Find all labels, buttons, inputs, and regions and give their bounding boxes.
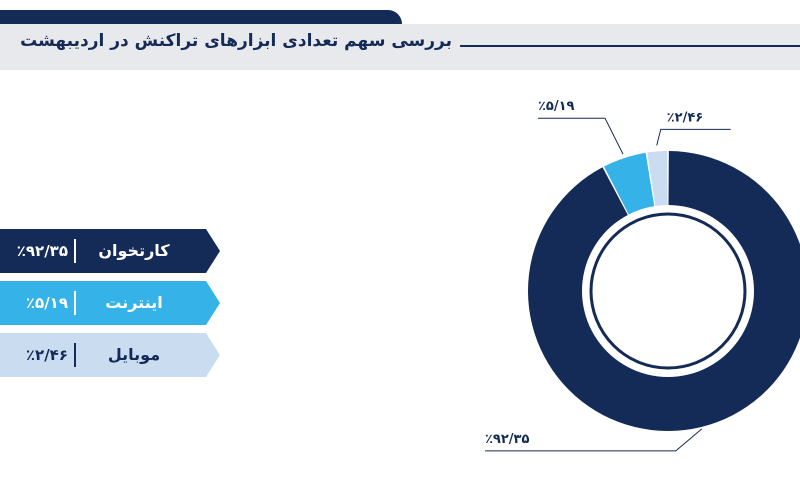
slice-label-card-reader: ٪۹۲/۳۵ xyxy=(485,432,529,447)
slice-card-reader xyxy=(528,151,800,431)
slice-leader-mobile xyxy=(656,128,731,146)
legend-item-mobile: موبایل ٪۲/۴۶ xyxy=(0,333,220,377)
legend-divider xyxy=(74,291,76,315)
slice-label-mobile: ٪۲/۴۶ xyxy=(667,110,704,125)
slice-internet xyxy=(604,152,655,215)
legend-value: ٪۵/۱۹ xyxy=(25,294,68,312)
legend-divider xyxy=(74,239,76,263)
page-title: بررسی سهم تعدادی ابزارهای تراکنش در اردی… xyxy=(20,31,452,51)
legend-item-internet: اینترنت ٪۵/۱۹ xyxy=(0,281,220,325)
header-band xyxy=(0,24,800,70)
legend-value: ٪۹۲/۳۵ xyxy=(16,242,68,260)
legend-label: موبایل xyxy=(107,345,161,364)
donut-inner-ring xyxy=(589,212,747,370)
header-rule xyxy=(460,45,800,47)
slice-leader-card-reader xyxy=(485,428,703,452)
legend-divider xyxy=(74,343,76,367)
legend-label: اینترنت xyxy=(105,293,163,312)
header-tab-decoration xyxy=(0,10,402,24)
slice-mobile xyxy=(647,151,668,206)
legend-value: ٪۲/۴۶ xyxy=(25,346,68,364)
slice-leader-internet xyxy=(538,117,624,155)
legend-label: کارتخوان xyxy=(98,241,170,260)
slice-label-internet: ٪۵/۱۹ xyxy=(538,99,575,114)
legend-item-card-reader: کارتخوان ٪۹۲/۳۵ xyxy=(0,229,220,273)
